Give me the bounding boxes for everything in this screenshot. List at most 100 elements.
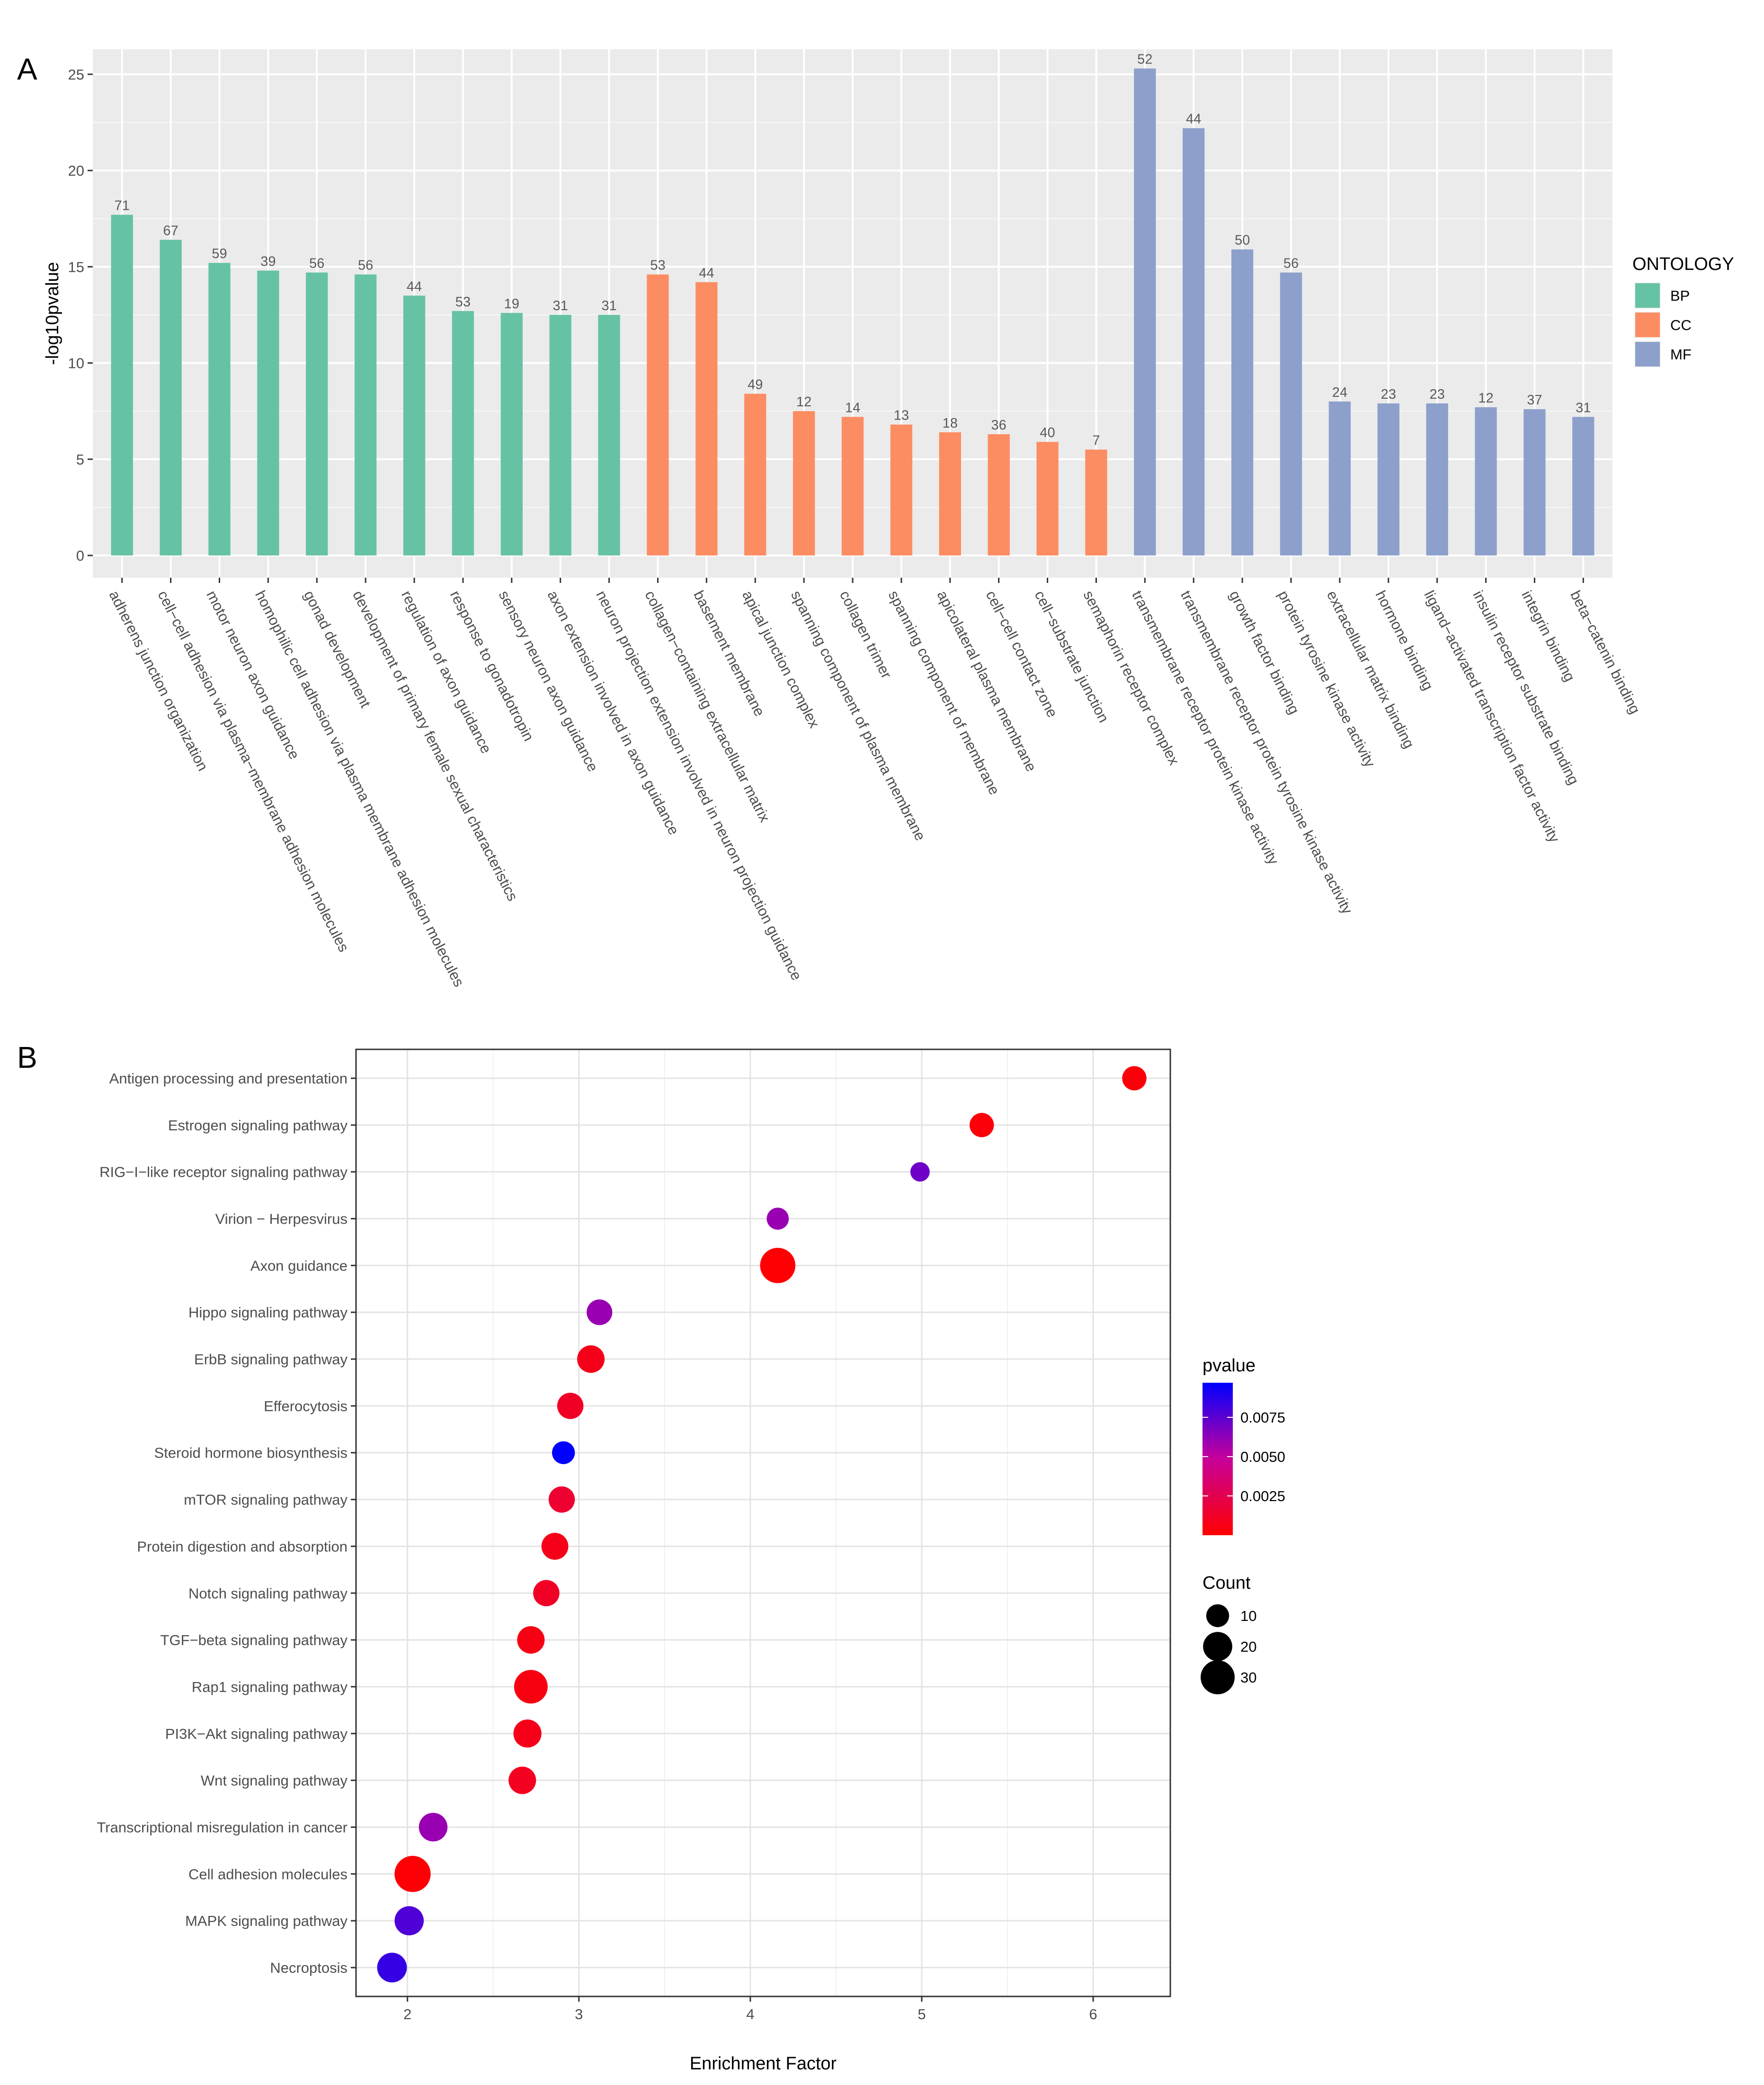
pathway-point [577,1345,605,1373]
bar-bp [500,313,523,555]
panel-b-plot-border [355,1048,1171,1997]
colorbar-tick-label: 0.0075 [1240,1409,1285,1426]
bar-count-label: 49 [748,377,763,393]
bar-cc [1036,442,1059,555]
pathway-label: Efferocytosis [264,1398,347,1414]
bar-cc [695,282,718,555]
panel-b-plot-background [356,1049,1170,1996]
panel-a-legend: ONTOLOGY BP CC MF [1632,254,1734,367]
bar-count-label: 31 [1576,400,1591,415]
pathway-point [377,1952,407,1983]
panel-b-points [377,1066,1147,1983]
panel-b-x-axis: 2 3 4 5 6 [403,1996,1097,2022]
bar-bp [257,270,279,555]
bar-mf [1475,407,1497,555]
pathway-label: Virion − Herpesvirus [215,1211,347,1227]
x-tick-label: 3 [575,2006,583,2022]
x-tick-label: 2 [403,2006,411,2022]
pathway-point [394,1856,431,1892]
pathway-point [517,1626,545,1654]
pathway-label: Axon guidance [250,1257,347,1274]
bar-bp [598,314,620,555]
bar-mf [1328,401,1351,555]
legend-label-bp: BP [1670,287,1690,304]
y-tick-label: 20 [68,162,84,179]
count-legend-label: 30 [1240,1669,1256,1686]
bar-bp [549,314,571,555]
count-legend: Count 10 20 30 [1201,1573,1256,1694]
panel-b-label: B [17,1040,37,1074]
pathway-point [514,1670,548,1704]
bar-cc [988,434,1010,555]
pathway-label: Wnt signaling pathway [201,1772,348,1789]
bar-mf [1231,249,1254,555]
bar-bp [355,274,377,555]
bar-count-label: 19 [504,296,519,312]
y-tick-label: 5 [76,451,84,468]
bar-mf [1183,128,1205,556]
x-tick-label: 4 [746,2006,754,2022]
count-legend-label: 10 [1240,1608,1256,1624]
bar-bp [160,240,182,555]
pvalue-legend: pvalue 0.0075 0.0050 0.0025 [1203,1356,1285,1535]
bar-count-label: 44 [1186,112,1201,127]
bar-bp [208,263,231,555]
pathway-point [760,1248,796,1283]
bar-count-label: 7 [1092,433,1100,448]
bar-cc [841,417,864,555]
pathway-label: Notch signaling pathway [188,1585,348,1602]
bar-count-label: 31 [601,298,616,313]
bar-mf [1377,403,1399,555]
pathway-label: Hippo signaling pathway [188,1304,348,1321]
bar-count-label: 12 [796,394,811,410]
pathway-point [548,1486,575,1513]
count-legend-dot [1201,1660,1235,1694]
count-legend-dot [1206,1604,1229,1628]
count-legend-title: Count [1203,1573,1251,1593]
y-tick-label: 10 [68,355,84,372]
bar-bp [111,215,133,555]
pathway-label: Transcriptional misregulation in cancer [97,1819,347,1835]
bar-count-label: 44 [407,279,422,294]
legend-label-cc: CC [1670,317,1692,333]
pathway-label: TGF−beta signaling pathway [160,1632,348,1648]
legend-swatch-mf [1635,342,1660,367]
pathway-label: ErbB signaling pathway [194,1351,347,1368]
bar-count-label: 13 [894,408,909,423]
bar-count-label: 53 [650,258,665,273]
pvalue-legend-title: pvalue [1203,1356,1256,1376]
bar-count-label: 39 [260,254,276,269]
colorbar-tick-label: 0.0050 [1240,1449,1285,1465]
bar-count-label: 56 [358,258,373,273]
pathway-point [541,1533,569,1560]
pathway-point [552,1441,575,1464]
panel-a-bars: 71 67 59 39 56 56 44 53 19 31 31 53 44 49 12 14 13 18 36 40… [111,52,1595,556]
count-legend-label: 20 [1240,1638,1256,1655]
bar-mf [1280,272,1302,555]
panel-a-y-axis: 0 5 10 15 20 25 [68,66,93,564]
bar-mf [1134,68,1156,556]
pathway-point [508,1766,536,1794]
bar-count-label: 67 [163,223,178,238]
bar-mf [1523,409,1546,555]
pathway-point [587,1299,613,1325]
bar-cc [744,394,766,555]
bar-count-label: 18 [943,416,958,431]
bar-cc [647,274,669,555]
bar-bp [306,272,328,555]
bar-count-label: 31 [553,298,568,313]
bar-bp [452,311,474,555]
bar-count-label: 53 [455,295,471,310]
bar-count-label: 40 [1040,425,1055,440]
pathway-label: Protein digestion and absorption [137,1538,347,1555]
bar-bp [403,295,426,555]
pathway-label: PI3K−Akt signaling pathway [165,1726,348,1742]
bar-count-label: 14 [845,400,860,415]
bar-count-label: 59 [212,246,227,261]
pathway-point [419,1813,448,1842]
pathway-point [513,1719,542,1748]
pvalue-colorbar [1203,1383,1233,1535]
count-legend-dot [1203,1632,1232,1661]
pathway-point [970,1113,994,1137]
